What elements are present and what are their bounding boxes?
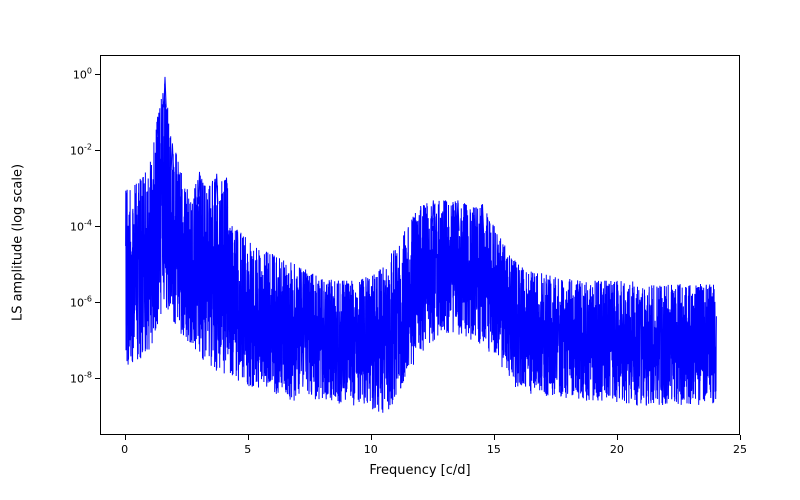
spectrum-path [126, 77, 717, 413]
y-tick [95, 302, 100, 303]
x-tick-label: 15 [487, 443, 501, 456]
x-tick-label: 0 [121, 443, 128, 456]
x-tick-label: 25 [733, 443, 747, 456]
y-tick-label: 10-2 [70, 143, 92, 158]
x-tick [125, 435, 126, 440]
x-tick-label: 5 [244, 443, 251, 456]
x-tick [740, 435, 741, 440]
x-tick [371, 435, 372, 440]
y-tick-label: 100 [73, 67, 92, 82]
y-axis-label: LS amplitude (log scale) [11, 163, 26, 323]
x-tick [617, 435, 618, 440]
spectrum-line [101, 56, 741, 436]
y-tick [95, 226, 100, 227]
y-tick [95, 150, 100, 151]
y-tick [95, 74, 100, 75]
plot-area [100, 55, 740, 435]
x-tick-label: 10 [364, 443, 378, 456]
figure: LS amplitude (log scale) Frequency [c/d]… [0, 0, 800, 500]
x-tick [494, 435, 495, 440]
x-tick-label: 20 [610, 443, 624, 456]
x-axis-label: Frequency [c/d] [340, 463, 500, 478]
y-tick [95, 378, 100, 379]
y-tick-label: 10-8 [70, 371, 92, 386]
y-tick-label: 10-6 [70, 295, 92, 310]
y-tick-label: 10-4 [70, 219, 92, 234]
x-tick [248, 435, 249, 440]
